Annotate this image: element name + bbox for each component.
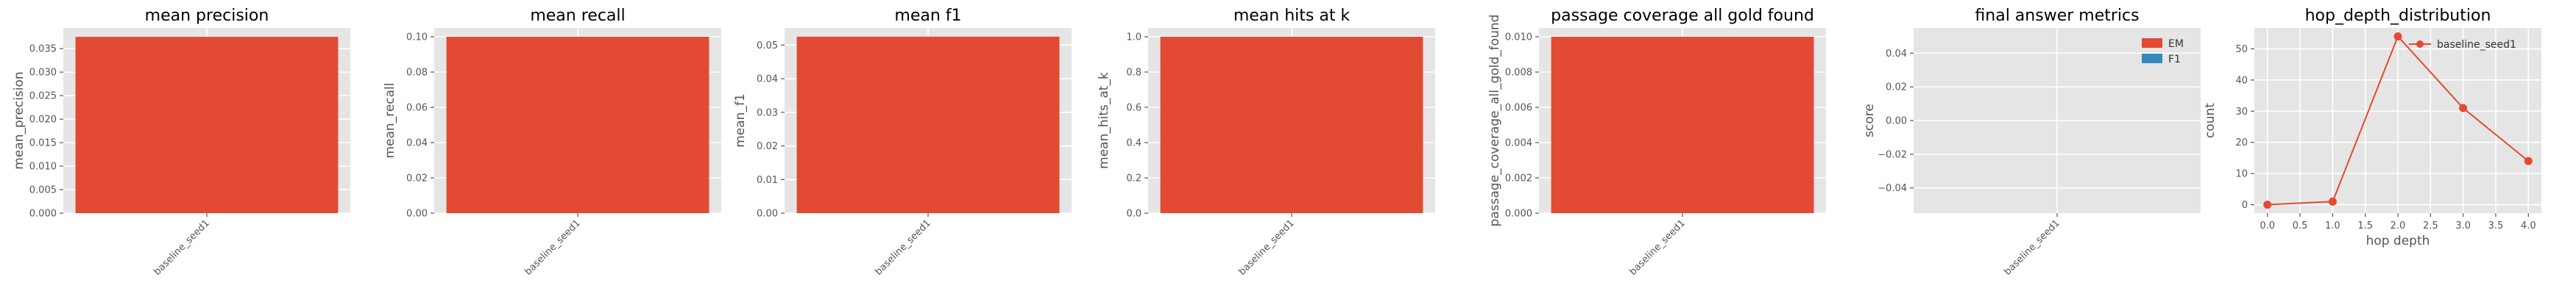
y-tick-label: 0.04 — [406, 138, 428, 149]
y-tick-label: 0.06 — [406, 103, 428, 114]
chart-title: mean hits at k — [1234, 7, 1351, 25]
chart-title: final answer metrics — [1975, 7, 2139, 25]
legend-label: EM — [2168, 38, 2184, 50]
chart-title: mean recall — [530, 7, 625, 25]
x-tick-label: 0.5 — [2293, 220, 2308, 232]
y-axis-title: mean_hits_at_k — [1097, 72, 1111, 169]
y-tick-label: 0.05 — [757, 40, 778, 51]
y-tick-label: 0.04 — [1886, 49, 1907, 60]
chart-title: mean precision — [145, 7, 269, 25]
y-tick-label: 50 — [2235, 44, 2248, 55]
y-tick-label: 0.008 — [1505, 68, 1532, 79]
y-tick-label: 0.00 — [757, 209, 778, 220]
y-tick-label: 0.004 — [1505, 138, 1532, 149]
chart-panel-3: 0.00 0.01 0.02 0.03 0.04 0.05 baseline_seed1 me… — [733, 7, 1072, 278]
y-tick-label: 0.020 — [29, 115, 57, 126]
x-tick-label: baseline_seed1 — [1236, 218, 1296, 277]
bar-baseline_seed1 — [1160, 37, 1423, 213]
y-tick-label: 0.030 — [29, 68, 57, 79]
x-tick-label: 3.5 — [2488, 220, 2504, 232]
x-tick-label: baseline_seed1 — [152, 218, 211, 277]
legend-marker — [2416, 40, 2424, 48]
chart-panel-1: 0.000 0.005 0.010 0.015 0.020 0.025 0.030 0.035… — [12, 7, 350, 278]
chart-panel-4: 0.0 0.2 0.4 0.6 0.8 1.0 baseline_seed1 mean_hit… — [1097, 7, 1435, 278]
x-tick-label: 1.5 — [2357, 220, 2373, 232]
y-tick-label: 0.002 — [1505, 173, 1532, 184]
y-axis-title: count — [2203, 103, 2218, 138]
y-tick-label: 0.04 — [757, 74, 778, 85]
y-tick-label: 0.035 — [29, 44, 57, 55]
y-tick-label: 0.03 — [757, 107, 778, 118]
x-tick-label: baseline_seed1 — [523, 218, 582, 277]
y-tick-label: 0.00 — [1886, 116, 1907, 127]
chart-panel-5: 0.000 0.002 0.004 0.006 0.008 0.010 baseline_s… — [1487, 7, 1826, 278]
y-tick-label: 0.4 — [1126, 138, 1142, 149]
y-tick-label: 20 — [2235, 137, 2248, 148]
y-tick-label: 10 — [2235, 169, 2248, 180]
x-tick-label: 2.0 — [2391, 220, 2406, 232]
y-tick-label: 0.000 — [1505, 209, 1532, 220]
y-tick-label: 0.6 — [1126, 103, 1142, 114]
y-tick-label: 0.010 — [1505, 32, 1532, 43]
y-tick-label: 0.025 — [29, 91, 57, 102]
x-tick-label: 3.0 — [2455, 220, 2471, 232]
y-tick-label: 30 — [2235, 107, 2248, 118]
legend-swatch-F1 — [2142, 54, 2162, 63]
bar-baseline_seed1 — [75, 37, 339, 213]
y-tick-label: 0.2 — [1126, 173, 1142, 184]
y-tick-label: 0.10 — [406, 32, 428, 43]
data-point — [2524, 157, 2533, 165]
chart-title: hop_depth_distribution — [2305, 7, 2491, 25]
y-tick-label: 0.01 — [757, 175, 778, 186]
y-tick-label: 0 — [2242, 200, 2248, 211]
y-tick-label: 0.005 — [29, 185, 57, 196]
y-axis-title: mean_f1 — [733, 93, 748, 148]
y-tick-label: 0.02 — [757, 141, 778, 152]
x-tick-label: 0.0 — [2260, 220, 2275, 232]
y-tick-label: 0.08 — [406, 68, 428, 79]
chart-panel-6: −0.04 −0.02 0.00 0.02 0.04 baseline_seed1 scor… — [1862, 7, 2201, 278]
chart-panel-7: 0 10 20 30 40 50 0.0 0.5 1.0 1.5 2.0 2.5 3.0 3.5 4.0 ho… — [2203, 7, 2541, 248]
y-tick-label: 40 — [2235, 75, 2248, 86]
legend-label: baseline_seed1 — [2437, 39, 2516, 51]
y-tick-label: −0.04 — [1878, 183, 1907, 194]
chart-panel-2: 0.00 0.02 0.04 0.06 0.08 0.10 baseline_seed1 me… — [383, 7, 721, 278]
y-axis-title: score — [1862, 104, 1877, 137]
y-tick-label: 1.0 — [1126, 32, 1142, 43]
x-axis-title: hop depth — [2366, 234, 2430, 248]
y-tick-label: 0.0 — [1126, 209, 1142, 220]
chart-title: mean f1 — [894, 7, 961, 25]
bar-baseline_seed1 — [796, 36, 1060, 213]
y-tick-label: 0.015 — [29, 138, 57, 149]
y-tick-label: 0.02 — [1886, 82, 1907, 93]
legend-label: F1 — [2168, 54, 2181, 65]
y-tick-label: 0.006 — [1505, 103, 1532, 114]
x-tick-label: baseline_seed1 — [1627, 218, 1687, 277]
y-tick-label: 0.02 — [406, 173, 428, 184]
x-tick-label: baseline_seed1 — [873, 218, 933, 277]
bar-baseline_seed1 — [446, 37, 710, 213]
y-tick-label: −0.02 — [1878, 149, 1907, 160]
x-tick-label: 1.0 — [2325, 220, 2340, 232]
data-point — [2393, 32, 2402, 40]
data-point — [2459, 104, 2468, 112]
x-tick-label: baseline_seed1 — [2002, 218, 2062, 277]
y-axis-title: mean_recall — [383, 83, 397, 159]
y-tick-label: 0.010 — [29, 162, 57, 173]
y-tick-label: 0.8 — [1126, 68, 1142, 79]
x-tick-label: 2.5 — [2423, 220, 2438, 232]
data-point — [2263, 201, 2272, 209]
y-axis-title: mean_precision — [12, 71, 26, 169]
chart-title: passage coverage all gold found — [1551, 7, 1814, 25]
legend-swatch-EM — [2142, 38, 2162, 48]
y-tick-label: 0.000 — [29, 209, 57, 220]
x-tick-label: 4.0 — [2521, 220, 2536, 232]
bar-baseline_seed1 — [1551, 37, 1814, 213]
y-tick-label: 0.00 — [406, 209, 428, 220]
data-point — [2328, 197, 2337, 206]
y-axis-title: passage_coverage_all_gold_found — [1487, 15, 1502, 227]
